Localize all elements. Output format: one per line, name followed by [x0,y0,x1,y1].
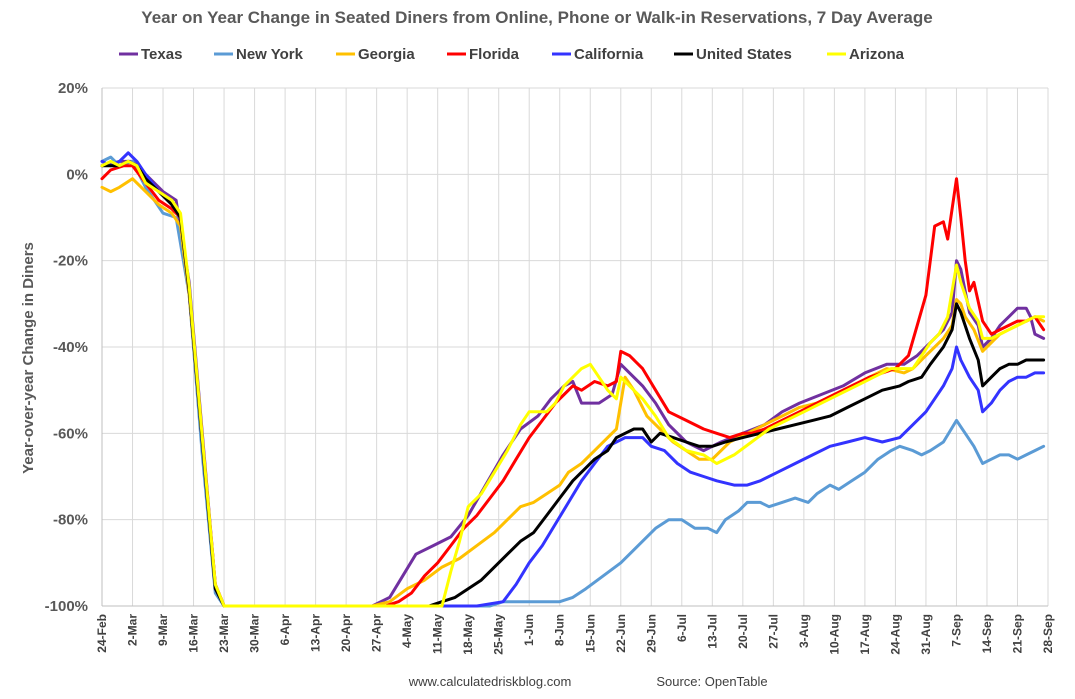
y-tick-label: -100% [45,598,88,615]
x-tick-label: 30-Mar [248,614,262,653]
x-tick-label: 23-Mar [217,614,231,653]
y-axis-ticks: 20% 0% -20% -40% -60% -80% -100% [45,80,88,615]
y-tick-label: -60% [53,425,88,442]
x-tick-label: 9-Mar [156,614,170,646]
y-tick-label: 20% [58,80,88,97]
x-tick-label: 27-Jul [766,614,780,649]
legend: Texas New York Georgia Florida California Uni… [119,46,905,63]
x-tick-label: 4-May [400,614,414,648]
x-tick-label: 15-Jun [583,614,597,653]
x-tick-label: 13-Jul [705,614,719,649]
legend-label-united-states: United States [696,46,792,63]
x-tick-label: 18-May [461,614,475,655]
y-tick-label: -20% [53,253,88,270]
x-tick-label: 21-Sep [1010,614,1024,653]
legend-label-texas: Texas [141,46,182,63]
x-tick-label: 17-Aug [858,614,872,655]
series-line-arizona [100,159,1046,608]
x-tick-label: 8-Jun [553,614,567,646]
x-tick-label: 2-Mar [126,614,140,646]
x-tick-label: 16-Mar [187,614,201,653]
x-tick-label: 29-Jun [644,614,658,653]
legend-label-california: California [574,46,644,63]
x-tick-label: 11-May [431,614,445,654]
legend-label-florida: Florida [469,46,520,63]
footer-website: www.calculatedriskblog.com [408,674,572,689]
x-tick-label: 24-Feb [95,614,109,653]
x-tick-label: 31-Aug [919,614,933,655]
x-tick-label: 22-Jun [614,614,628,653]
x-tick-label: 20-Jul [736,614,750,649]
series-line-california [100,151,1046,608]
x-tick-label: 1-Jun [522,614,536,646]
x-tick-label: 3-Aug [797,614,811,648]
gridlines [101,87,1049,607]
series-line-georgia [100,177,1046,608]
footer-source: Source: OpenTable [656,674,767,689]
chart-title: Year on Year Change in Seated Diners fro… [141,8,932,27]
legend-label-new-york: New York [236,46,304,63]
x-tick-label: 6-Apr [278,614,292,646]
y-tick-label: -80% [53,512,88,529]
x-tick-label: 20-Apr [339,614,353,652]
y-tick-label: -40% [53,339,88,356]
legend-label-georgia: Georgia [358,46,415,63]
series-lines [100,151,1046,608]
x-tick-label: 28-Sep [1041,614,1055,653]
series-line-new-york [100,155,1046,608]
x-tick-label: 6-Jul [675,614,689,642]
x-tick-label: 7-Sep [949,614,963,647]
x-tick-label: 24-Aug [888,614,902,655]
x-tick-label: 27-Apr [370,614,384,652]
x-tick-label: 13-Apr [309,614,323,652]
x-axis-ticks: 24-Feb 2-Mar 9-Mar 16-Mar 23-Mar 30-Mar 6-Apr 1… [95,614,1055,655]
x-tick-label: 14-Sep [980,614,994,653]
x-tick-label: 25-May [492,614,506,655]
y-axis-label: Year-over-year Change in Diners [20,242,37,474]
x-tick-label: 10-Aug [827,614,841,655]
y-tick-label: 0% [66,166,88,183]
legend-label-arizona: Arizona [849,46,905,63]
